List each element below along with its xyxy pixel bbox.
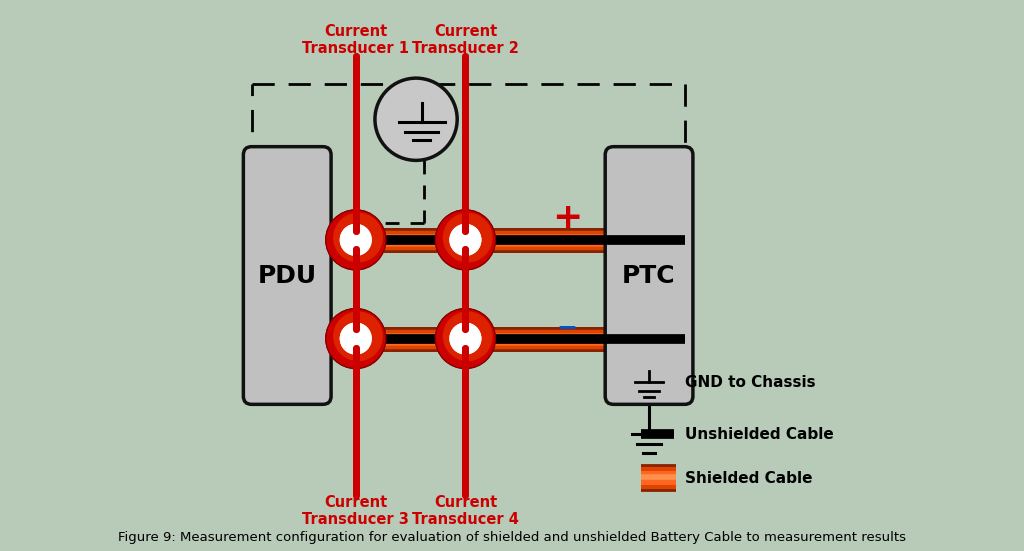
Text: Current
Transducer 4: Current Transducer 4 (412, 495, 519, 527)
Text: Shielded Cable: Shielded Cable (685, 471, 812, 486)
Circle shape (326, 210, 386, 270)
Circle shape (437, 212, 494, 268)
Text: Unshielded Cable: Unshielded Cable (685, 427, 834, 442)
Text: GND to Chassis: GND to Chassis (685, 375, 815, 390)
Text: PTC: PTC (623, 263, 676, 288)
FancyBboxPatch shape (244, 147, 331, 404)
Text: Current
Transducer 1: Current Transducer 1 (302, 24, 410, 56)
Circle shape (451, 323, 480, 354)
Circle shape (326, 309, 386, 369)
Circle shape (375, 78, 457, 160)
Circle shape (435, 309, 496, 369)
Circle shape (326, 210, 386, 270)
Circle shape (328, 212, 384, 268)
Circle shape (340, 224, 371, 255)
Circle shape (435, 210, 496, 270)
Circle shape (437, 310, 494, 367)
Circle shape (443, 213, 492, 262)
Circle shape (334, 312, 382, 360)
Text: Figure 9: Measurement configuration for evaluation of shielded and unshielded Ba: Figure 9: Measurement configuration for … (118, 531, 906, 544)
Circle shape (340, 323, 371, 354)
FancyBboxPatch shape (605, 147, 693, 404)
Text: −: − (556, 316, 578, 339)
Circle shape (443, 312, 492, 360)
Text: +: + (552, 201, 582, 235)
Circle shape (334, 312, 382, 360)
Circle shape (328, 310, 384, 367)
Circle shape (437, 212, 494, 268)
Circle shape (328, 310, 384, 367)
Circle shape (435, 210, 496, 270)
Circle shape (451, 224, 480, 255)
Text: PDU: PDU (258, 263, 316, 288)
Circle shape (435, 309, 496, 369)
Circle shape (340, 224, 371, 255)
Text: Current
Transducer 2: Current Transducer 2 (412, 24, 519, 56)
Circle shape (334, 213, 382, 262)
Circle shape (328, 212, 384, 268)
Circle shape (334, 213, 382, 262)
Circle shape (451, 224, 480, 255)
Circle shape (326, 309, 386, 369)
Circle shape (451, 323, 480, 354)
Circle shape (340, 323, 371, 354)
Circle shape (437, 310, 494, 367)
Circle shape (443, 312, 492, 360)
Text: Current
Transducer 3: Current Transducer 3 (302, 495, 410, 527)
Circle shape (443, 213, 492, 262)
